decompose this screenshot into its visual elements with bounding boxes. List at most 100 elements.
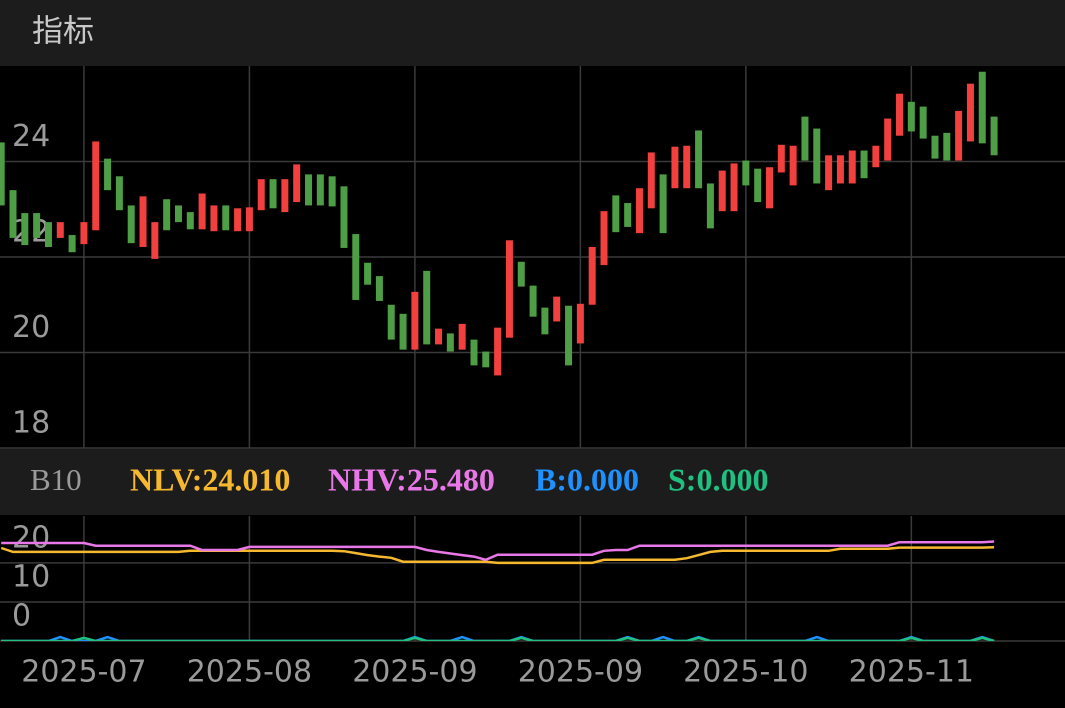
x-tick-label: 2025-11	[849, 655, 974, 690]
indicator-line	[0, 545, 995, 565]
candle-body	[836, 155, 844, 184]
candle-body	[612, 195, 620, 233]
candle-body	[777, 144, 785, 173]
candle-body	[316, 174, 324, 206]
candle-body	[919, 106, 927, 139]
candle-body	[210, 205, 218, 232]
candle-body	[635, 188, 643, 234]
candle-body	[943, 132, 951, 161]
candle-body	[458, 323, 466, 350]
candle-body	[647, 152, 655, 209]
candle-body	[872, 145, 880, 168]
candle-body	[541, 307, 549, 335]
candle-body	[328, 176, 336, 207]
candle-body	[825, 155, 833, 191]
candle-body	[896, 93, 904, 136]
candle-body	[671, 146, 679, 189]
candle-body	[482, 351, 490, 368]
candle-body	[198, 193, 206, 230]
candle-body	[92, 141, 100, 231]
candle-body	[801, 116, 809, 161]
candle-body	[446, 333, 454, 352]
candle-body	[931, 135, 939, 159]
candle-body	[56, 222, 64, 238]
candle-body	[813, 128, 821, 184]
x-tick-label: 2025-08	[187, 655, 312, 690]
candle-body	[0, 142, 5, 206]
candle-body	[115, 176, 123, 211]
candle-body	[955, 110, 963, 161]
candle-body	[269, 179, 277, 209]
candle-body	[848, 150, 856, 184]
candle-body	[305, 174, 313, 206]
candle-body	[9, 190, 17, 238]
legend-entry: NLV:24.010	[130, 461, 290, 497]
candle-body	[718, 170, 726, 212]
candle-body	[352, 234, 360, 300]
candle-body	[281, 179, 289, 213]
candle-body	[21, 213, 29, 246]
indicator-line	[1, 540, 995, 562]
candle-body	[387, 304, 395, 340]
candle-body	[765, 167, 773, 209]
candle-body	[222, 205, 230, 231]
header-bar	[0, 0, 1065, 66]
candle-body	[990, 116, 998, 156]
candle-body	[80, 222, 88, 245]
candle-body	[624, 203, 632, 227]
candle-body	[529, 285, 537, 317]
y-tick-label: 0	[12, 599, 31, 634]
candle-body	[966, 83, 974, 142]
y-tick-label: 18	[12, 406, 50, 441]
candle-body	[754, 168, 762, 203]
candle-body	[706, 183, 714, 229]
candle-body	[257, 179, 265, 211]
x-tick-label: 2025-07	[21, 655, 146, 690]
candle-body	[435, 328, 443, 345]
candle-body	[565, 305, 573, 366]
y-tick-label: 22	[12, 215, 50, 250]
candle-body	[789, 145, 797, 186]
candle-body	[293, 164, 301, 203]
candle-body	[423, 270, 431, 345]
y-tick-label: 20	[12, 310, 50, 345]
candle-body	[860, 150, 868, 179]
candle-body	[174, 205, 182, 223]
candle-body	[517, 261, 525, 287]
candle-body	[139, 196, 147, 247]
x-tick-label: 2025-09	[518, 655, 643, 690]
candle-body	[907, 101, 915, 132]
candle-body	[186, 212, 194, 230]
candle-body	[600, 211, 608, 266]
candle-body	[234, 208, 242, 232]
candle-body	[742, 160, 750, 186]
candle-body	[245, 207, 253, 232]
legend-entry: B:0.000	[535, 461, 639, 497]
candle-body	[375, 276, 383, 301]
candle-body	[340, 186, 348, 248]
candle-body	[494, 327, 502, 376]
candle-body	[44, 222, 52, 247]
candle-body	[68, 235, 76, 253]
candle-body	[127, 205, 135, 244]
candle-body	[683, 145, 691, 189]
candle-body	[505, 240, 513, 338]
candle-body	[104, 158, 112, 191]
candle-body	[659, 174, 667, 234]
y-tick-label: 24	[12, 119, 50, 154]
candle-body	[151, 222, 159, 259]
candle-body	[695, 130, 703, 189]
header-title: 指标	[32, 14, 94, 50]
x-tick-label: 2025-10	[683, 655, 808, 690]
legend-bar	[0, 449, 1065, 515]
candle-body	[163, 199, 171, 231]
y-tick-label: 20	[12, 520, 50, 555]
candle-body	[364, 262, 372, 285]
x-tick-label: 2025-09	[352, 655, 477, 690]
legend-entry: S:0.000	[668, 461, 768, 497]
candle-body	[411, 291, 419, 350]
candle-body	[588, 246, 596, 305]
candle-body	[33, 213, 41, 238]
